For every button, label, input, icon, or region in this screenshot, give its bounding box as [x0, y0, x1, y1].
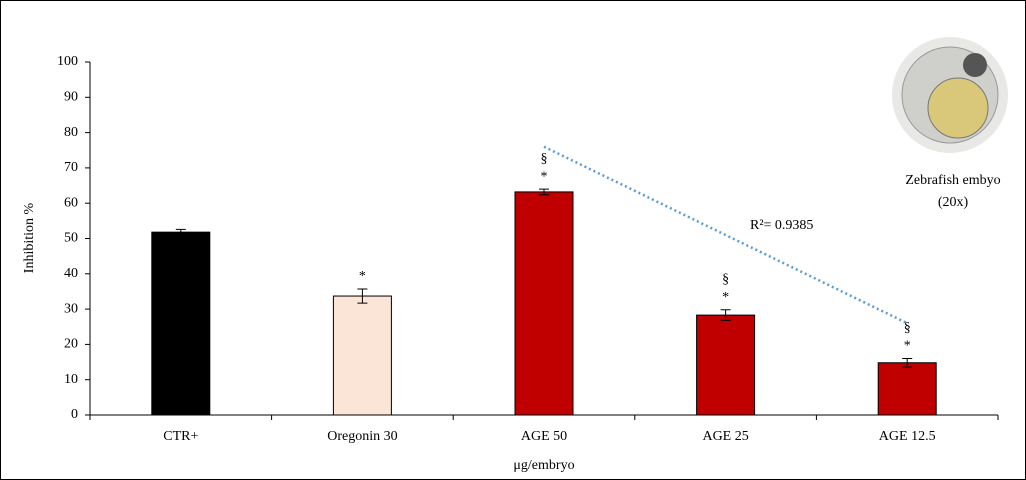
y-tick-label: 0: [71, 407, 78, 422]
y-tick-label: 10: [64, 372, 78, 387]
embryo-yolk: [927, 77, 989, 139]
x-tick-label: AGE 12.5: [879, 429, 936, 444]
error-bar: [720, 309, 731, 321]
y-tick-label: 30: [64, 301, 78, 316]
y-tick-label: 50: [64, 231, 78, 246]
significance-marker: *: [541, 169, 548, 184]
image-caption: Zebrafish embyo: [905, 173, 1000, 188]
image-caption: (20x): [938, 195, 969, 210]
x-tick-label: AGE 25: [702, 429, 748, 444]
bar: [696, 314, 756, 416]
trend-line: [543, 145, 908, 325]
error-bar: [175, 228, 186, 236]
significance-marker: §: [541, 151, 548, 166]
y-tick-label: 80: [64, 125, 78, 140]
embryo-eye: [963, 53, 987, 77]
x-tick-label: CTR+: [163, 429, 198, 444]
x-tick-label: AGE 50: [521, 429, 567, 444]
error-bar: [357, 288, 368, 304]
significance-marker: *: [359, 269, 366, 284]
significance-marker: *: [722, 290, 729, 305]
y-tick-label: 90: [64, 90, 78, 105]
y-tick-label: 100: [57, 54, 78, 69]
error-bar: [902, 358, 913, 368]
y-tick-label: 40: [64, 266, 78, 281]
significance-marker: §: [904, 321, 911, 336]
significance-marker: *: [904, 339, 911, 354]
bar: [877, 362, 937, 416]
x-tick-label: Oregonin 30: [327, 429, 397, 444]
bar: [514, 191, 574, 416]
error-bar: [539, 188, 549, 196]
zebrafish-image: [892, 37, 1008, 153]
y-tick-label: 60: [64, 195, 78, 210]
y-tick-label: 70: [64, 160, 78, 175]
significance-marker: §: [722, 272, 729, 287]
bar: [332, 295, 392, 416]
y-axis-label: Inhibition %: [22, 202, 37, 273]
annotation: R²= 0.9385: [750, 218, 813, 233]
x-axis-label: μg/embryo: [513, 458, 574, 473]
y-tick-label: 20: [64, 337, 78, 352]
bar: [151, 231, 211, 416]
